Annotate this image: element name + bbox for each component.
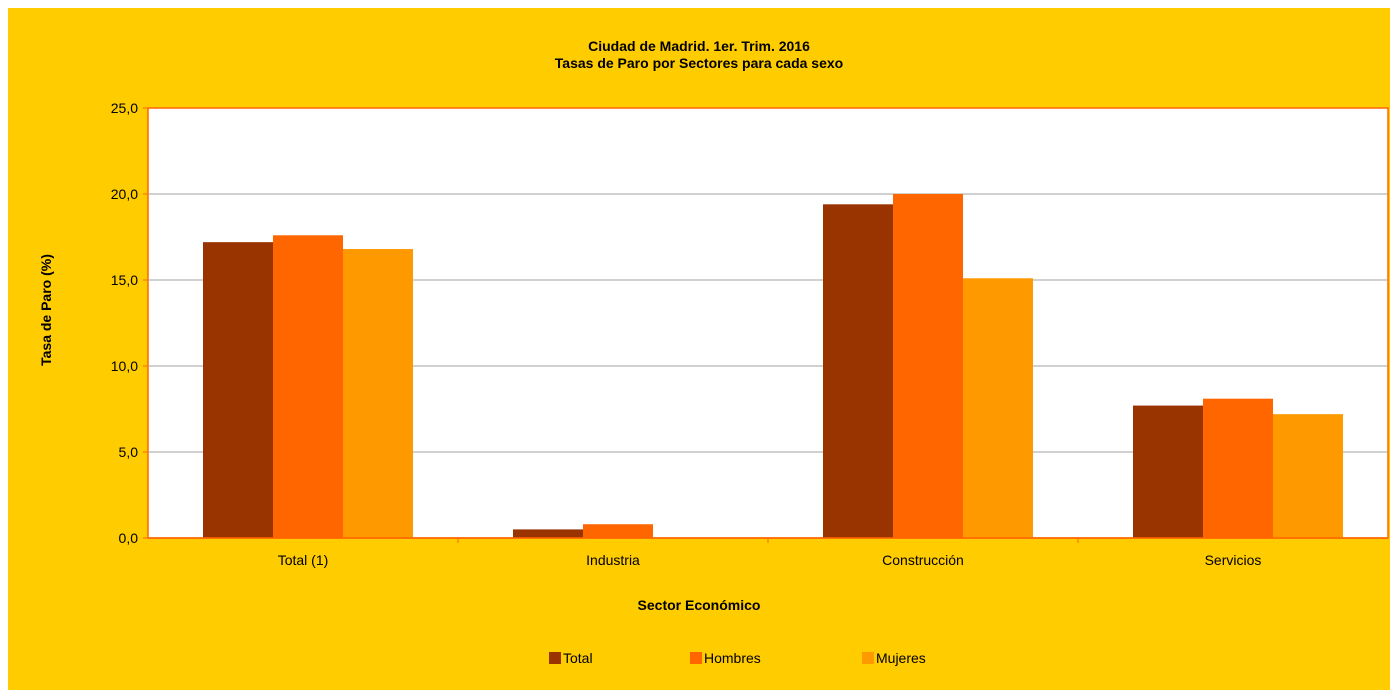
bar-total: [1133, 405, 1203, 538]
legend-label-total: Total: [563, 650, 593, 666]
legend: Total Hombres Mujeres: [8, 650, 1390, 670]
legend-label-mujeres: Mujeres: [876, 650, 926, 666]
chart-title-line-2: Tasas de Paro por Sectores para cada sex…: [554, 55, 844, 71]
legend-swatch-hombres: [690, 652, 702, 664]
bar-total: [513, 529, 583, 538]
chart-title-line-1: Ciudad de Madrid. 1er. Trim. 2016: [588, 38, 810, 54]
legend-item-hombres: Hombres: [690, 650, 761, 666]
bar-mujeres: [1273, 414, 1343, 538]
y-tick-label: 10,0: [111, 358, 138, 374]
chart-area: Ciudad de Madrid. 1er. Trim. 2016 Tasas …: [8, 8, 1390, 690]
legend-item-mujeres: Mujeres: [862, 650, 926, 666]
bar-hombres: [893, 194, 963, 538]
x-tick-label: Servicios: [1205, 552, 1262, 568]
y-tick-label: 0,0: [119, 530, 139, 546]
y-axis-title: Tasa de Paro (%): [38, 254, 54, 366]
x-axis-title: Sector Económico: [637, 597, 761, 613]
legend-swatch-mujeres: [862, 652, 874, 664]
bar-mujeres: [343, 249, 413, 539]
y-tick-label: 15,0: [111, 272, 138, 288]
bar-hombres: [583, 524, 653, 538]
x-tick-label: Industria: [586, 552, 640, 568]
bar-mujeres: [963, 278, 1033, 538]
y-tick-label: 20,0: [111, 186, 138, 202]
legend-item-total: Total: [549, 650, 593, 666]
legend-label-hombres: Hombres: [704, 650, 761, 666]
x-tick-label: Total (1): [278, 552, 329, 568]
bar-hombres: [1203, 398, 1273, 538]
plot-svg: 0,0 5,0 10,0 15,0 20,0 25,0 Total (1) Industria…: [111, 100, 1389, 568]
y-tick-label: 5,0: [119, 444, 139, 460]
x-tick-label: Construcción: [882, 552, 964, 568]
legend-swatch-total: [549, 652, 561, 664]
chart-title: Ciudad de Madrid. 1er. Trim. 2016 Tasas …: [8, 38, 1390, 72]
y-tick-label: 25,0: [111, 100, 138, 116]
bar-total: [203, 242, 273, 538]
bar-hombres: [273, 235, 343, 538]
bar-total: [823, 204, 893, 538]
